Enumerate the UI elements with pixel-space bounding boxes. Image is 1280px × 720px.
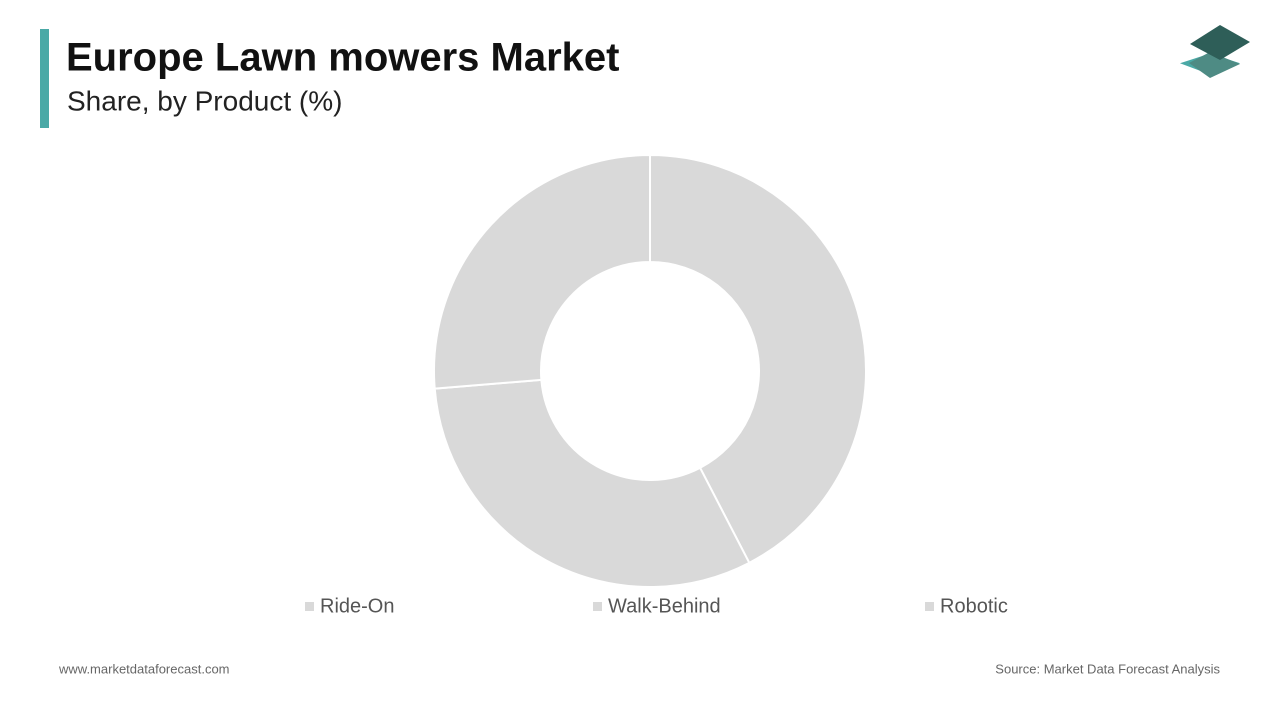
chart-title: Europe Lawn mowers Market	[66, 36, 619, 80]
chart-subtitle: Share, by Product (%)	[67, 85, 342, 116]
logo-layer	[1190, 25, 1250, 60]
logo-layer	[1189, 52, 1240, 78]
legend-label: Robotic	[940, 595, 1008, 617]
legend-label: Walk-Behind	[608, 595, 721, 617]
donut-segment	[433, 378, 751, 588]
legend-marker	[593, 602, 602, 611]
footer-website: www.marketdataforecast.com	[58, 661, 230, 676]
logo	[1180, 25, 1250, 78]
legend-marker	[305, 602, 314, 611]
legend-marker	[925, 602, 934, 611]
legend-label: Ride-On	[320, 595, 394, 617]
donut-segment	[433, 153, 651, 390]
title-accent	[40, 29, 49, 128]
donut-segment	[649, 153, 867, 565]
footer-source: Source: Market Data Forecast Analysis	[995, 661, 1220, 676]
